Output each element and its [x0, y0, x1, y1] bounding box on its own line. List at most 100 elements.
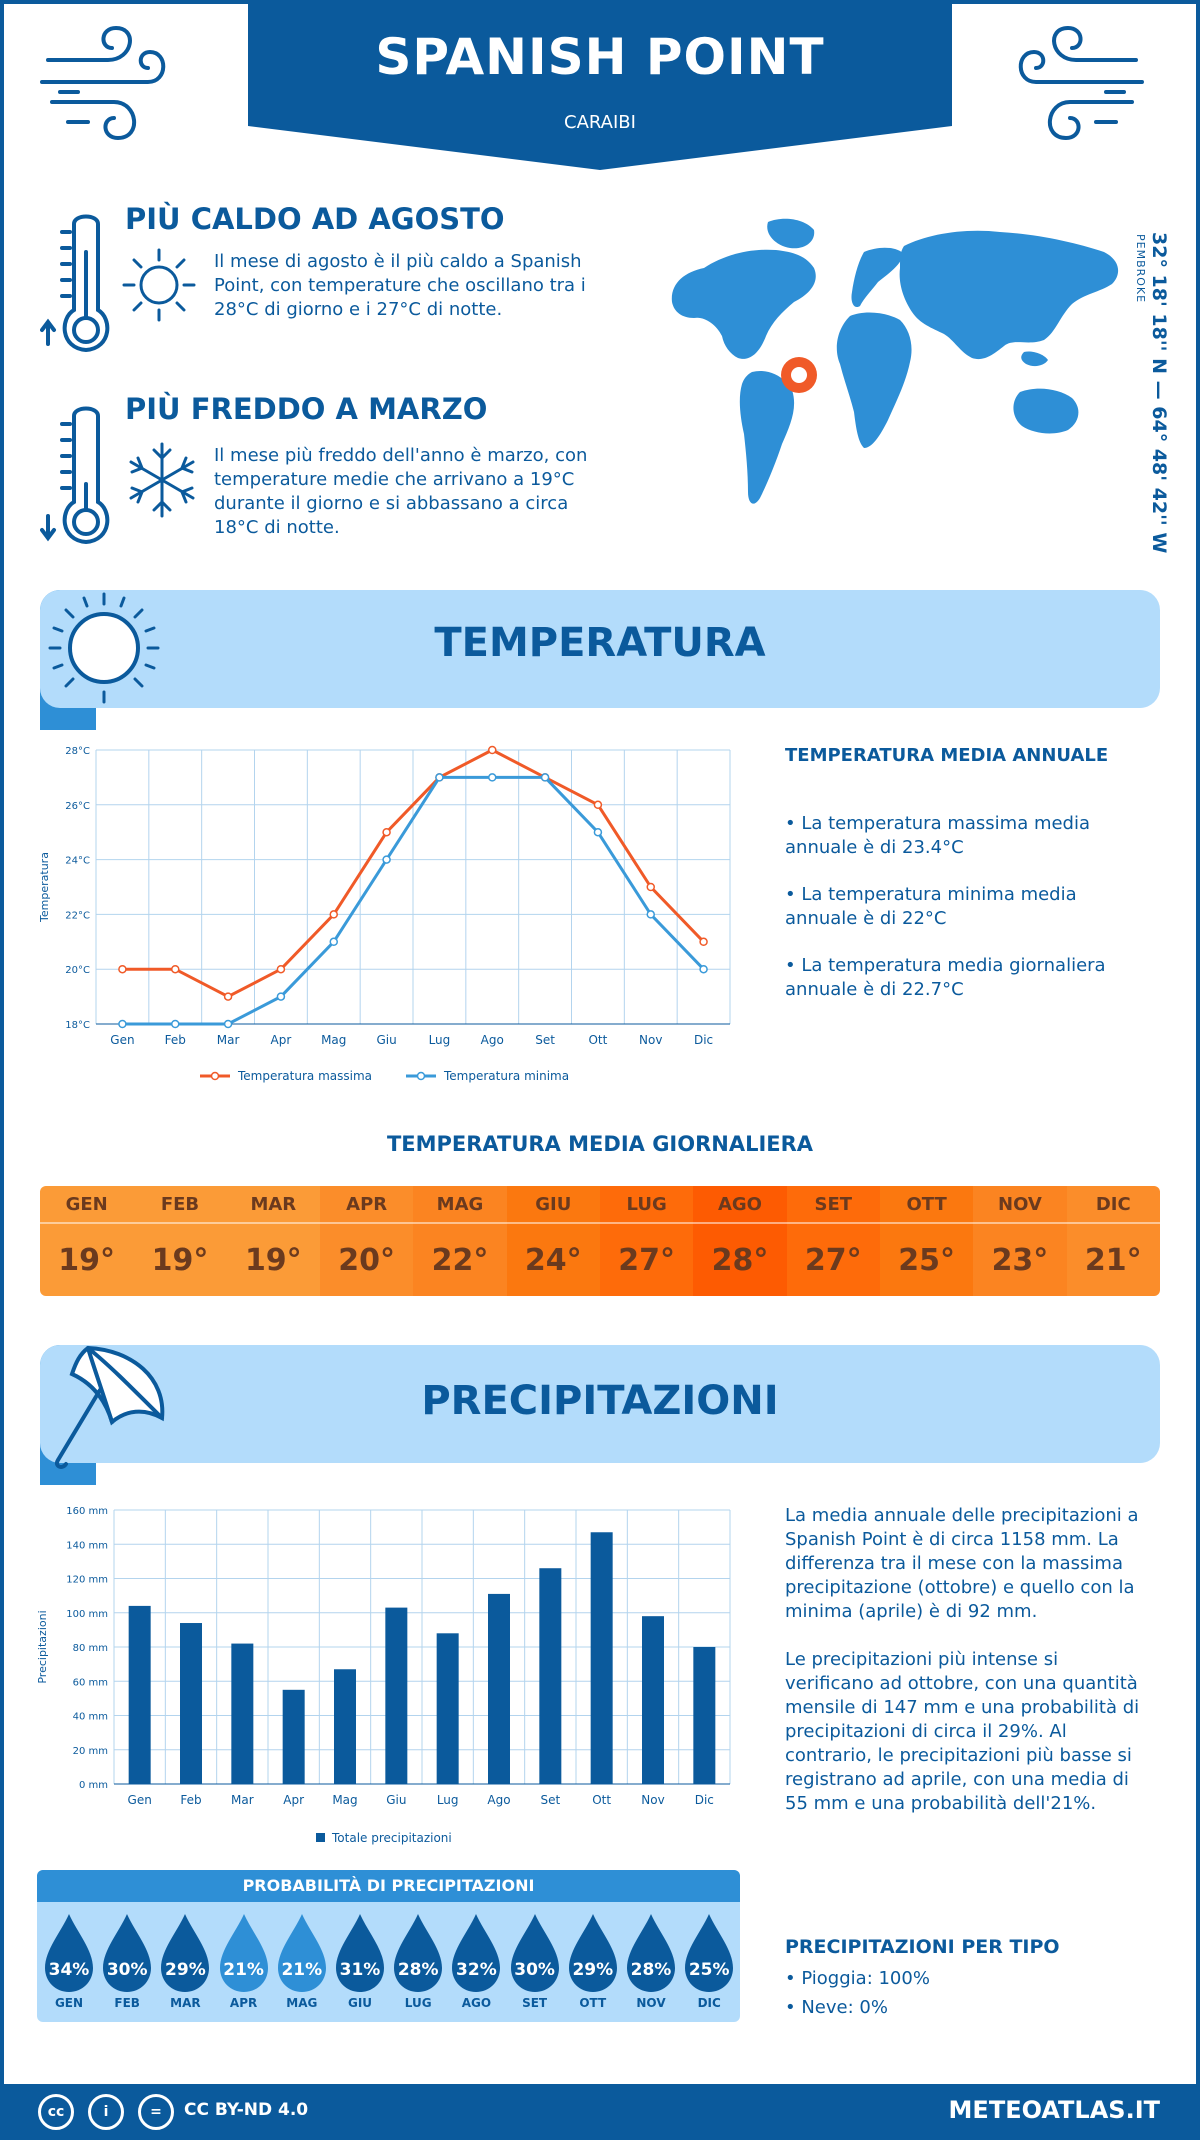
y-tick-label: 18°C — [65, 1020, 90, 1031]
daily-temperature-table: GEN 19° FEB 19° MAR 19° APR 20° MAG 22° GIU 24° LUG 2… — [40, 1186, 1160, 1296]
data-point — [382, 855, 391, 864]
daily-month-label: MAR — [226, 1186, 320, 1224]
daily-value: 19° — [58, 1242, 116, 1278]
x-tick-label: Ago — [487, 1793, 510, 1807]
precipitation-chart: 0 mm 20 mm 40 mm 60 mm 80 mm 100 mm 120 mm 140 … — [36, 1506, 731, 1845]
raindrop-icon — [161, 1914, 210, 1992]
data-point — [382, 827, 391, 837]
probability-drop: 21% MAG — [274, 1912, 330, 2010]
daily-cell: APR 20° — [319, 1186, 414, 1296]
daily-value: 19° — [244, 1242, 302, 1278]
precip-bar — [334, 1669, 356, 1784]
precip-type-snow: • Neve: 0% — [785, 1997, 888, 2018]
region-label: PEMBROKE — [1134, 234, 1147, 304]
raindrop-icon — [45, 1914, 93, 1992]
probability-value: 28% — [397, 1960, 439, 1980]
daily-value: 19° — [151, 1242, 209, 1278]
daily-value: 22° — [431, 1242, 489, 1278]
precip-text-2: Le precipitazioni più intense si verific… — [785, 1649, 1140, 1814]
precip-type-heading: PRECIPITAZIONI PER TIPO — [785, 1936, 1060, 1958]
x-tick-label: Mag — [332, 1793, 357, 1807]
precip-bar — [488, 1593, 510, 1784]
daily-value: 27° — [618, 1242, 675, 1278]
x-tick-label: Lug — [437, 1793, 459, 1807]
x-tick-label: Gen — [128, 1793, 152, 1807]
cc-icon: cc — [38, 2094, 74, 2130]
y-tick-label: 20 mm — [73, 1746, 108, 1757]
probability-value: 30% — [106, 1960, 148, 1980]
data-point — [699, 964, 708, 974]
precip-bar — [693, 1647, 716, 1784]
probability-drop: 30% SET — [507, 1912, 563, 2010]
y-tick-label: 60 mm — [73, 1677, 108, 1688]
y-tick-label: 22°C — [65, 910, 90, 921]
daily-value: 27° — [804, 1242, 862, 1278]
probability-drop: 34% GEN — [41, 1912, 97, 2010]
daily-cell: DIC 21° — [1066, 1186, 1160, 1296]
x-tick-label: Ott — [588, 1033, 607, 1047]
daily-month-label: MAG — [413, 1186, 507, 1224]
y-tick-label: 28°C — [65, 746, 90, 757]
x-tick-label: Mag — [321, 1033, 346, 1047]
probability-value: 32% — [456, 1960, 497, 1980]
daily-month-label: OTT — [879, 1186, 974, 1224]
probability-value: 29% — [572, 1960, 614, 1980]
daily-month-label: GEN — [40, 1186, 134, 1224]
y-tick-label: 40 mm — [73, 1712, 108, 1723]
precip-bar — [128, 1605, 151, 1784]
probability-value: 30% — [514, 1960, 555, 1980]
probability-drop: 31% GIU — [332, 1912, 388, 2010]
legend-label: Temperatura minima — [443, 1069, 569, 1083]
probability-month: OTT — [579, 1996, 607, 2010]
wind-icon — [1018, 25, 1144, 141]
probability-row: 34% GEN 30% FEB 29% MAR 21% APR 21% MAG 31% GIU 28% L… — [37, 1912, 740, 2022]
x-tick-label: Apr — [283, 1793, 304, 1807]
header-banner — [248, 0, 952, 170]
daily-month-label: NOV — [973, 1186, 1067, 1224]
umbrella-icon — [55, 1345, 165, 1469]
temp-bullet-max: • La temperatura massima media annuale è… — [785, 813, 1091, 858]
raindrop-icon — [394, 1914, 443, 1992]
raindrop-icon — [568, 1914, 617, 1992]
probability-value: 28% — [630, 1960, 672, 1980]
daily-month-label: FEB — [133, 1186, 227, 1224]
y-tick-label: 0 mm — [79, 1780, 108, 1791]
probability-month: MAR — [170, 1996, 201, 2010]
y-tick-label: 80 mm — [73, 1643, 108, 1654]
precip-bar — [385, 1607, 408, 1784]
temperature-title: TEMPERATURA — [434, 620, 766, 666]
daily-cell: GIU 24° — [506, 1186, 600, 1296]
snowflake-icon — [129, 442, 195, 518]
data-point — [540, 773, 550, 782]
daily-month-label: APR — [319, 1186, 414, 1224]
data-point — [118, 964, 127, 974]
precipitation-title: PRECIPITAZIONI — [421, 1378, 779, 1424]
license-label[interactable]: CC BY-ND 4.0 — [184, 2100, 309, 2120]
y-tick-label: 20°C — [65, 965, 90, 976]
x-tick-label: Mar — [217, 1033, 240, 1047]
data-point — [171, 1019, 180, 1029]
daily-cell: MAG 22° — [413, 1186, 507, 1296]
probability-drop: 30% FEB — [99, 1912, 155, 2010]
x-tick-label: Nov — [639, 1033, 662, 1047]
data-point — [223, 992, 233, 1001]
legend-marker — [416, 1071, 426, 1081]
daily-value: 25° — [898, 1242, 955, 1278]
site-link[interactable]: METEOATLAS.IT — [948, 2096, 1160, 2124]
daily-cell: SET 27° — [786, 1186, 880, 1296]
y-tick-label: 140 mm — [66, 1540, 108, 1551]
data-point — [488, 745, 497, 755]
legend-label: Totale precipitazioni — [331, 1831, 452, 1845]
data-point — [646, 910, 655, 919]
data-point — [435, 773, 444, 782]
series-line — [122, 775, 705, 1026]
y-tick-label: 100 mm — [66, 1609, 108, 1620]
no-derivatives-icon: = — [138, 2094, 174, 2130]
data-point — [329, 910, 338, 919]
probability-month: GEN — [54, 1996, 84, 2010]
daily-value: 21° — [1084, 1242, 1142, 1278]
daily-month-label: LUG — [599, 1186, 694, 1224]
sun-icon — [122, 248, 196, 322]
coldest-title: PIÙ FREDDO A MARZO — [125, 392, 488, 426]
series-line — [122, 748, 705, 999]
